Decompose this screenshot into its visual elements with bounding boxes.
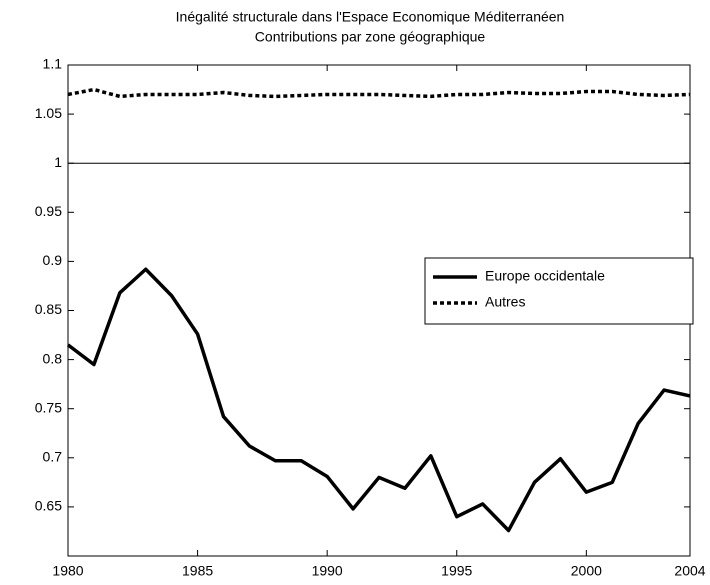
y-tick-label: 0.75 [35,399,62,415]
series-line [66,267,691,533]
x-tick-label: 1985 [182,563,213,579]
chart-title: Inégalité structurale dans l'Espace Econ… [176,9,565,25]
y-tick-label: 0.9 [43,252,63,268]
y-tick-label: 0.8 [43,350,63,366]
chart-subtitle: Contributions par zone géographique [255,29,486,45]
legend-box [424,257,694,325]
x-tick-label: 1995 [441,563,472,579]
series-line [67,87,691,99]
y-tick-label: 0.95 [35,203,62,219]
x-tick-label: 1980 [52,563,83,579]
y-tick-label: 0.65 [35,498,62,514]
y-tick-label: 0.85 [35,301,62,317]
legend-label: Europe occidentale [485,268,605,284]
x-tick-label: 1990 [312,563,343,579]
x-tick-label: 2000 [571,563,602,579]
x-tick-label: 2004 [674,563,705,579]
legend-label: Autres [485,294,525,310]
y-tick-label: 0.7 [43,449,63,465]
y-tick-label: 1.1 [43,56,63,72]
y-tick-label: 1 [54,154,62,170]
y-tick-label: 1.05 [35,105,62,121]
